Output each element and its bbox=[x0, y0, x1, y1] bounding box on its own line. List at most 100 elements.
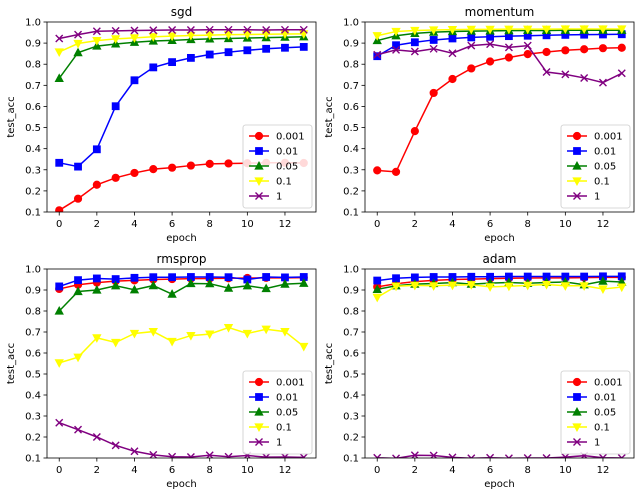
y-tick-label: 0.1 bbox=[343, 208, 359, 219]
data-point bbox=[579, 282, 589, 291]
legend-marker bbox=[255, 393, 263, 401]
data-point bbox=[617, 43, 626, 52]
data-point bbox=[392, 45, 401, 54]
legend-marker bbox=[255, 192, 263, 200]
series-0.05 bbox=[54, 31, 309, 82]
legend: 0.001 0.01 0.05 0.1 1 bbox=[242, 124, 313, 209]
legend-label: 1 bbox=[276, 192, 282, 203]
data-point bbox=[149, 165, 158, 174]
legend-label: 0.1 bbox=[276, 177, 292, 188]
data-point bbox=[54, 359, 64, 368]
data-point bbox=[448, 74, 457, 84]
chart-title: adam bbox=[482, 252, 516, 266]
data-point bbox=[243, 25, 252, 34]
y-tick-label: 0.8 bbox=[25, 307, 41, 318]
data-point bbox=[261, 325, 271, 335]
data-point bbox=[224, 452, 233, 458]
legend: 0.001 0.01 0.05 0.1 1 bbox=[242, 370, 313, 455]
legend-marker bbox=[573, 147, 581, 155]
data-point bbox=[467, 454, 476, 458]
legend-marker bbox=[254, 377, 264, 387]
data-point bbox=[447, 25, 458, 35]
data-point bbox=[299, 453, 308, 458]
legend-entry: 0.05 bbox=[567, 406, 616, 419]
y-tick-label: 0.5 bbox=[343, 123, 359, 134]
x-axis-label: epoch bbox=[484, 233, 514, 244]
data-point bbox=[110, 35, 121, 44]
data-point bbox=[542, 47, 551, 57]
data-point bbox=[73, 353, 83, 363]
legend-marker bbox=[572, 406, 582, 416]
data-point bbox=[580, 73, 589, 82]
x-axis-label: epoch bbox=[166, 233, 196, 244]
data-point bbox=[466, 25, 476, 35]
legend: 0.001 0.01 0.05 0.1 1 bbox=[560, 370, 631, 455]
legend-label: 0.001 bbox=[594, 378, 623, 389]
data-point bbox=[130, 26, 139, 35]
legend-marker bbox=[572, 131, 582, 141]
legend-label: 0.01 bbox=[594, 393, 616, 404]
data-point bbox=[54, 48, 64, 58]
axes-frame bbox=[364, 268, 635, 459]
data-point bbox=[74, 30, 83, 39]
data-point bbox=[299, 278, 309, 287]
y-tick-label: 0.8 bbox=[343, 307, 359, 318]
data-point bbox=[110, 280, 121, 290]
x-tick-label: 12 bbox=[597, 219, 610, 230]
data-point bbox=[149, 273, 158, 282]
x-tick-label: 10 bbox=[241, 465, 254, 476]
data-point bbox=[280, 452, 289, 458]
data-point bbox=[187, 53, 195, 62]
legend-marker bbox=[254, 177, 264, 187]
y-tick-label: 0.3 bbox=[25, 165, 41, 176]
data-point bbox=[224, 25, 233, 34]
data-point bbox=[523, 25, 533, 35]
data-point bbox=[523, 41, 532, 50]
series-line bbox=[59, 326, 305, 364]
chart-title: momentum bbox=[465, 5, 535, 19]
legend-marker bbox=[254, 131, 264, 141]
data-point bbox=[392, 274, 400, 283]
data-point bbox=[111, 102, 120, 111]
data-point bbox=[111, 173, 120, 182]
series-line bbox=[58, 282, 304, 312]
data-point bbox=[541, 280, 552, 290]
data-point bbox=[130, 447, 139, 456]
chart-panel-momentum: momentum 0.1 0.2 0.3 0.4 0.5 0.6 0.7 0.8 0.9 1.0 0 2… bbox=[324, 5, 635, 244]
data-point bbox=[205, 25, 214, 34]
y-tick-label: 0.6 bbox=[343, 349, 359, 360]
legend-label: 0.1 bbox=[594, 423, 610, 434]
series-0.01 bbox=[373, 272, 626, 285]
data-point bbox=[280, 25, 289, 34]
data-point bbox=[223, 323, 234, 333]
data-point bbox=[74, 276, 82, 285]
x-tick-label: 0 bbox=[374, 219, 380, 230]
y-tick-label: 0.1 bbox=[25, 208, 41, 219]
legend-entry: 0.1 bbox=[249, 177, 292, 188]
y-tick-label: 1.0 bbox=[343, 18, 359, 29]
legend-label: 0.001 bbox=[276, 378, 305, 389]
data-point bbox=[391, 27, 401, 37]
y-tick-label: 0.6 bbox=[343, 102, 359, 113]
data-point bbox=[429, 36, 438, 44]
chart-panel-rmsprop: rmsprop 0.1 0.2 0.3 0.4 0.5 0.6 0.7 0.8 0.9 1.0 0 2 4… bbox=[6, 252, 317, 490]
y-tick-label: 0.5 bbox=[25, 370, 41, 381]
legend-entry: 0.01 bbox=[249, 393, 298, 404]
data-point bbox=[410, 47, 419, 56]
series-0.1 bbox=[54, 323, 309, 368]
data-point bbox=[242, 329, 253, 339]
series-line bbox=[58, 36, 304, 79]
data-point bbox=[561, 453, 570, 458]
legend-marker bbox=[573, 393, 581, 401]
data-point bbox=[167, 32, 177, 42]
data-point bbox=[485, 57, 495, 66]
legend-entry: 1 bbox=[249, 438, 282, 449]
y-tick-label: 1.0 bbox=[25, 18, 41, 29]
data-point bbox=[167, 163, 177, 172]
data-point bbox=[542, 68, 551, 77]
data-point bbox=[167, 289, 177, 298]
legend-entry: 0.01 bbox=[249, 147, 298, 158]
legend-marker bbox=[254, 160, 264, 170]
